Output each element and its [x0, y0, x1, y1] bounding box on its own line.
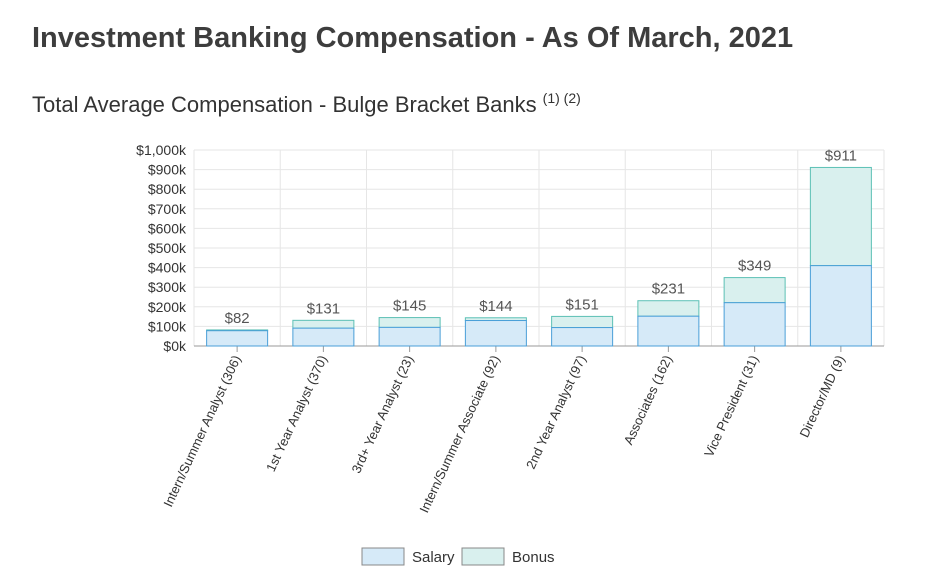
- legend-label-salary[interactable]: Salary: [412, 549, 455, 566]
- y-tick-label: $1,000k: [136, 142, 187, 158]
- x-tick-label: 2nd Year Analyst (97): [523, 353, 589, 471]
- x-tick-label: 1st Year Analyst (370): [263, 353, 330, 474]
- bar-salary[interactable]: [464, 320, 527, 347]
- y-tick-label: $0k: [163, 338, 187, 354]
- legend-label-bonus[interactable]: Bonus: [512, 549, 555, 566]
- legend-swatch-salary[interactable]: [361, 547, 405, 566]
- y-tick-label: $700k: [148, 201, 187, 217]
- bar-bonus[interactable]: [551, 315, 614, 329]
- bar-salary[interactable]: [551, 327, 614, 347]
- chart-title-text: Total Average Compensation - Bulge Brack…: [32, 92, 537, 117]
- bar-bonus[interactable]: [292, 319, 355, 329]
- y-tick-label: $600k: [148, 220, 187, 236]
- chart-title-footnote: (1) (2): [542, 90, 581, 106]
- bar-bonus[interactable]: [809, 166, 872, 267]
- x-tick-label: Vice President (31): [701, 353, 761, 459]
- y-tick-label: $400k: [148, 260, 187, 276]
- bar-bonus[interactable]: [637, 300, 700, 317]
- bar-bonus[interactable]: [723, 277, 786, 304]
- data-label-total: $144: [479, 298, 512, 315]
- legend-swatch-bonus[interactable]: [461, 547, 505, 566]
- x-tick-label: Intern/Summer Associate (92): [416, 353, 502, 515]
- y-tick-label: $100k: [148, 318, 187, 334]
- data-label-total: $145: [393, 298, 426, 315]
- x-tick-label: 3rd+ Year Analyst (23): [349, 353, 417, 476]
- data-label-total: $131: [307, 300, 340, 317]
- page-title: Investment Banking Compensation - As Of …: [32, 22, 794, 54]
- data-label-total: $911: [825, 147, 857, 164]
- data-label-total: $349: [738, 258, 771, 275]
- y-tick-label: $500k: [148, 240, 187, 256]
- chart-title: Total Average Compensation - Bulge Brack…: [32, 90, 581, 118]
- y-tick-label: $900k: [148, 162, 187, 178]
- x-tick-label: Intern/Summer Analyst (306): [160, 353, 244, 509]
- y-tick-label: $800k: [148, 181, 187, 197]
- bar-salary[interactable]: [378, 326, 441, 347]
- bar-bonus[interactable]: [378, 317, 441, 328]
- bar-salary[interactable]: [292, 327, 355, 347]
- data-label-total: $82: [225, 310, 250, 327]
- x-tick-label: Associates (162): [621, 353, 676, 447]
- data-label-total: $231: [652, 281, 685, 298]
- x-tick-label: Director/MD (9): [796, 353, 847, 440]
- data-label-total: $151: [565, 296, 598, 313]
- bar-salary[interactable]: [206, 330, 269, 347]
- bar-salary[interactable]: [723, 302, 786, 347]
- bar-salary[interactable]: [809, 265, 872, 347]
- bar-salary[interactable]: [637, 315, 700, 347]
- y-tick-label: $200k: [148, 299, 187, 315]
- y-tick-label: $300k: [148, 279, 187, 295]
